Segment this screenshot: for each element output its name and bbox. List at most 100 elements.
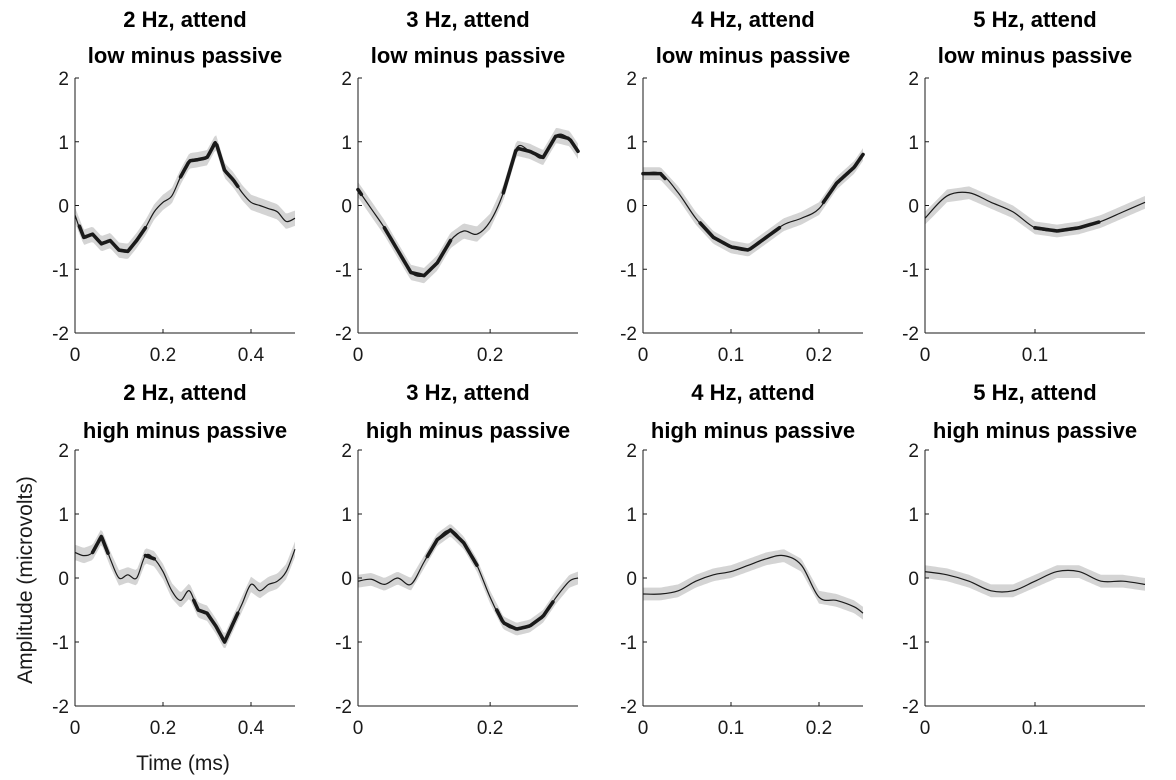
panel-title-line1: 5 Hz, attend [973, 380, 1096, 405]
y-tick-label: -1 [52, 633, 69, 654]
significant-segment [698, 221, 782, 252]
panel-title-line1: 4 Hz, attend [691, 380, 814, 405]
chart-panel-7: 4 Hz, attend high minus passive -2 -1 0 1 2 0 0.… [620, 380, 864, 739]
y-tick-label: -1 [335, 260, 352, 281]
y-tick-label: -2 [52, 324, 69, 345]
x-tick-label: 0 [70, 345, 81, 366]
significant-segment [1033, 220, 1101, 233]
y-tick-label: 2 [341, 441, 352, 462]
mean-line [74, 535, 296, 643]
significant-segment [356, 187, 364, 197]
x-tick-label: 0 [638, 718, 649, 739]
y-tick-label: 0 [341, 197, 352, 218]
significant-segment [821, 152, 865, 205]
significant-segment [192, 598, 240, 644]
panel-title-line2: low minus passive [656, 43, 850, 68]
confidence-band [643, 549, 863, 620]
y-tick-label: 0 [908, 197, 919, 218]
x-axis-label: Time (ms) [136, 752, 230, 775]
confidence-band [75, 135, 295, 259]
y-tick-label: -2 [620, 324, 637, 345]
y-tick-label: -2 [902, 697, 919, 718]
x-tick-label: 0 [920, 718, 931, 739]
x-tick-label: 0.2 [477, 345, 503, 366]
panel-title-line2: low minus passive [938, 43, 1132, 68]
significant-segment [641, 171, 667, 181]
panel-title-line2: low minus passive [88, 43, 282, 68]
y-tick-label: -2 [52, 697, 69, 718]
mean-line [924, 569, 1146, 593]
confidence-band [358, 524, 578, 636]
panel-title-line2: high minus passive [933, 418, 1137, 443]
y-tick-label: -2 [335, 324, 352, 345]
y-tick-label: -1 [620, 260, 637, 281]
y-tick-label: 0 [58, 569, 69, 590]
x-tick-label: 0.1 [718, 718, 744, 739]
y-tick-label: 0 [908, 569, 919, 590]
mean-line [642, 554, 864, 614]
y-tick-label: 1 [626, 133, 637, 154]
significant-segment [501, 134, 580, 195]
x-tick-label: 0.1 [718, 345, 744, 366]
confidence-band [75, 530, 295, 649]
chart-panel-6: 3 Hz, attend high minus passive -2 -1 0 1 2 0 0.… [335, 380, 579, 739]
y-tick-label: 2 [908, 69, 919, 90]
panel-title-line2: high minus passive [83, 418, 287, 443]
panel-title-line2: low minus passive [371, 43, 565, 68]
y-tick-label: 2 [58, 69, 69, 90]
panel-title-line1: 2 Hz, attend [123, 7, 246, 32]
y-tick-label: 2 [626, 69, 637, 90]
y-tick-label: 2 [908, 441, 919, 462]
chart-panel-1: 2 Hz, attend low minus passive -2 -1 0 1 2 0 0.2… [52, 7, 296, 366]
y-tick-label: 1 [58, 505, 69, 526]
y-tick-label: 2 [626, 441, 637, 462]
y-tick-label: -1 [52, 260, 69, 281]
x-tick-label: 0.2 [150, 718, 176, 739]
y-tick-label: -1 [335, 633, 352, 654]
y-tick-label: -2 [335, 697, 352, 718]
panel-title-line1: 2 Hz, attend [123, 380, 246, 405]
panel-title-line1: 5 Hz, attend [973, 7, 1096, 32]
panel-title-line1: 4 Hz, attend [691, 7, 814, 32]
chart-panel-8: 5 Hz, attend high minus passive -2 -1 0 1 2 0 0.… [902, 380, 1146, 739]
significant-segment [90, 534, 110, 555]
chart-panel-5: 2 Hz, attend high minus passive -2 -1 0 1 2 0 0.… [52, 380, 296, 739]
chart-panel-3: 4 Hz, attend low minus passive -2 -1 0 1 2 0 0.1… [620, 7, 865, 366]
panel-title-line1: 3 Hz, attend [406, 7, 529, 32]
y-axis-label: Amplitude (microvolts) [14, 476, 37, 684]
x-tick-label: 0.2 [477, 718, 503, 739]
y-tick-label: -1 [620, 633, 637, 654]
confidence-band [643, 148, 863, 257]
y-tick-label: 1 [341, 505, 352, 526]
significant-segment [382, 226, 453, 278]
y-tick-label: 1 [58, 133, 69, 154]
y-tick-label: 0 [341, 569, 352, 590]
chart-panel-4: 5 Hz, attend low minus passive -2 -1 0 1 2 0 0.1 [902, 7, 1146, 366]
y-tick-label: 1 [908, 505, 919, 526]
x-tick-label: 0 [920, 345, 931, 366]
y-tick-label: 2 [58, 441, 69, 462]
significant-segment [178, 141, 240, 189]
x-tick-label: 0.2 [806, 718, 832, 739]
y-tick-label: -1 [902, 633, 919, 654]
y-tick-label: 2 [341, 69, 352, 90]
y-tick-label: 0 [58, 197, 69, 218]
significant-segment [425, 528, 479, 567]
y-tick-label: -2 [620, 697, 637, 718]
x-tick-label: 0.4 [238, 345, 265, 366]
y-tick-label: -2 [902, 324, 919, 345]
x-tick-label: 0.1 [1022, 345, 1048, 366]
y-tick-label: 1 [908, 133, 919, 154]
y-tick-label: -1 [902, 260, 919, 281]
y-tick-label: 0 [626, 569, 637, 590]
x-tick-label: 0 [70, 718, 81, 739]
x-tick-label: 0.1 [1022, 718, 1048, 739]
mean-line [642, 154, 864, 252]
x-tick-label: 0.4 [238, 718, 265, 739]
x-tick-label: 0 [353, 345, 364, 366]
significant-segment [77, 224, 148, 254]
chart-panel-2: 3 Hz, attend low minus passive -2 -1 0 1 2 0 0.2 [335, 7, 580, 366]
x-tick-label: 0 [353, 718, 364, 739]
y-tick-label: 1 [341, 133, 352, 154]
